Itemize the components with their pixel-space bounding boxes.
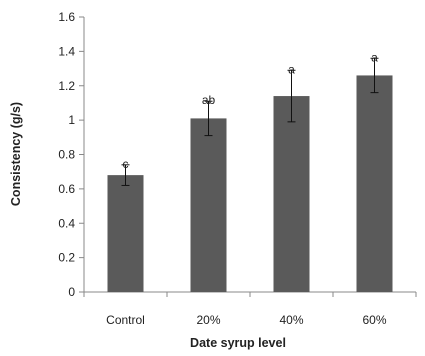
y-tick-label: 0 <box>68 285 75 299</box>
y-tick-label: 0.2 <box>58 251 75 265</box>
y-axis-title: Consistency (g/s) <box>9 102 23 206</box>
y-tick-label: 0.6 <box>58 182 75 196</box>
y-tick-label: 1.6 <box>58 10 75 24</box>
x-tick-label: Control <box>106 313 145 327</box>
bar <box>356 75 393 292</box>
significance-label: ab <box>202 93 216 107</box>
y-tick-label: 0.4 <box>58 216 75 230</box>
bar <box>273 96 310 292</box>
x-tick-label: 60% <box>362 313 386 327</box>
x-tick-label: 40% <box>279 313 303 327</box>
bar <box>190 118 227 292</box>
significance-label: c <box>123 157 129 171</box>
x-axis-title: Date syrup level <box>190 336 286 350</box>
significance-label: a <box>288 62 295 76</box>
x-tick-label: 20% <box>196 313 220 327</box>
significance-label: a <box>371 50 378 64</box>
bar <box>107 175 144 292</box>
y-tick-label: 1.4 <box>58 44 75 58</box>
y-tick-label: 1 <box>68 113 75 127</box>
y-tick-label: 0.8 <box>58 148 75 162</box>
y-tick-label: 1.2 <box>58 79 75 93</box>
plot-area: 0 0.2 0.4 0.6 0.8 1 1.2 1.4 1.6 c Control ab 20% a 40%… <box>58 10 417 327</box>
